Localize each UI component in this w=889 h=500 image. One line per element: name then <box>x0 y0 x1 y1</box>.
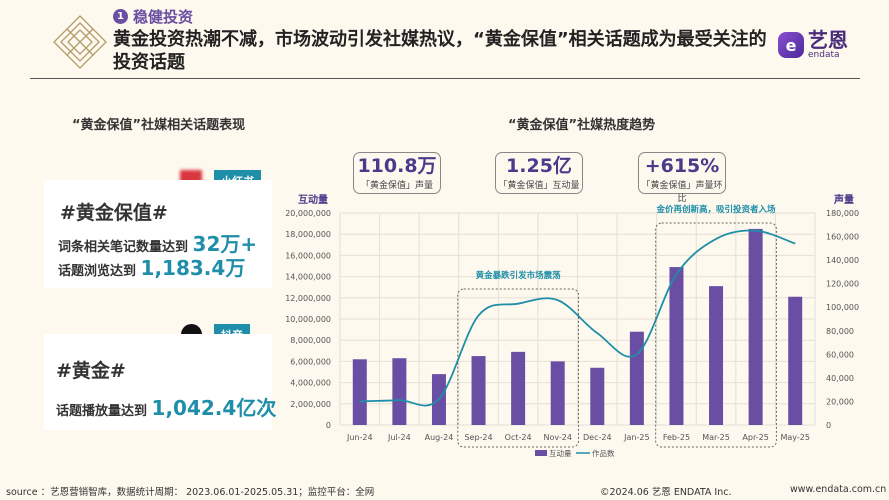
diamond-logo-icon <box>53 15 107 69</box>
annotation-label: 黄金暴跌引发市场震荡 <box>476 270 562 281</box>
stat-value: 32万+ <box>192 232 258 256</box>
x-tick: Apr-25 <box>742 433 768 442</box>
stat-value: 1,183.4万 <box>140 256 246 280</box>
section-label: 1 稳健投资 <box>113 6 193 27</box>
x-tick: Jun-24 <box>346 433 373 442</box>
kpi-growth: +615% 「黄金保值」声量环比 <box>638 152 726 204</box>
y-right-tick: 120,000 <box>826 280 859 289</box>
bar <box>590 367 605 425</box>
annotation-box <box>457 288 579 448</box>
bar <box>550 361 565 425</box>
stat-label: 话题浏览达到 <box>58 264 137 279</box>
kpi-interactions: 1.25亿「黄金保值」互动量 <box>495 152 583 194</box>
logo-en: endata <box>808 50 840 60</box>
legend-label: 作品数 <box>592 448 615 458</box>
bar <box>748 228 763 425</box>
left-title: “黄金保值”社媒相关话题表现 <box>72 118 246 133</box>
stat-label: 词条相关笔记数量达到 <box>58 240 189 255</box>
trend-chart: 0 2,000,000 4,000,000 6,000,000 8,000,000 10,… <box>285 193 859 458</box>
legend-bar-swatch <box>535 450 547 456</box>
x-tick: Mar-25 <box>702 433 730 442</box>
y-right-tick: 180,000 <box>826 209 859 218</box>
y-left-label: 互动量 <box>298 193 328 206</box>
kpi-volume: 110.8万「黄金保值」声量 <box>353 152 441 194</box>
x-tick: Jul-24 <box>387 433 411 442</box>
website: www.endata.com.cn <box>790 484 887 495</box>
bar <box>511 351 526 425</box>
legend-label: 互动量 <box>549 448 572 458</box>
bar <box>788 296 803 425</box>
y-right-tick: 80,000 <box>826 327 854 336</box>
x-tick: Oct-24 <box>505 433 532 442</box>
y-right-tick: 60,000 <box>826 350 854 359</box>
annotation-label: 金价再创新高，吸引投资者入场 <box>656 204 777 215</box>
y-left-tick: 14,000,000 <box>285 273 331 282</box>
topic-card-douyin: #黄金# 话题播放量达到 1,042.4亿次 <box>44 334 276 430</box>
y-right-tick: 20,000 <box>826 397 854 406</box>
y-right-tick: 0 <box>826 421 831 430</box>
kpi-value: +615% <box>644 155 720 177</box>
bar <box>471 356 486 425</box>
topic-card-xiaohongshu: #黄金保值# 词条相关笔记数量达到 32万+ 话题浏览达到 1,183.4万 <box>44 180 272 288</box>
hashtag: #黄金保值# <box>60 202 168 224</box>
y-left-tick: 4,000,000 <box>290 379 331 388</box>
bar <box>709 286 724 425</box>
x-tick: Dec-24 <box>583 433 612 442</box>
y-left-tick: 20,000,000 <box>285 209 331 218</box>
y-left-tick: 6,000,000 <box>290 357 331 366</box>
endata-logo: e 艺恩 endata <box>778 30 848 60</box>
endata-logo-icon: e <box>778 32 804 58</box>
x-tick: Jan-25 <box>623 433 649 442</box>
hashtag: #黄金# <box>56 360 126 382</box>
source-note: source ：艺恩营销智库，数据统计周期： 2023.06.01-2025.0… <box>6 487 375 498</box>
annotation-box <box>655 222 777 448</box>
y-left-tick: 18,000,000 <box>285 230 331 239</box>
divider <box>30 78 860 79</box>
y-left-tick: 2,000,000 <box>290 400 331 409</box>
x-tick: May-25 <box>780 433 809 442</box>
section-number: 1 <box>113 9 128 24</box>
kpi-value: 1.25亿 <box>506 155 572 177</box>
y-left-tick: 16,000,000 <box>285 251 331 260</box>
kpi-value: 110.8万 <box>357 155 437 177</box>
bar <box>392 358 407 425</box>
y-left-tick: 12,000,000 <box>285 294 331 303</box>
x-tick: Feb-25 <box>663 433 690 442</box>
stat-label: 话题播放量达到 <box>56 404 148 419</box>
kpi-label: 「黄金保值」互动量 <box>498 181 580 191</box>
x-tick: Nov-24 <box>543 433 571 442</box>
right-title: “黄金保值”社媒热度趋势 <box>508 118 656 133</box>
kpi-label: 「黄金保值」声量环比 <box>641 181 723 204</box>
bar <box>669 267 684 425</box>
bar <box>629 331 644 425</box>
y-left-tick: 10,000,000 <box>285 315 331 324</box>
logo-cn: 艺恩 <box>808 28 848 52</box>
bar <box>352 359 367 425</box>
stat-value: 1,042.4亿次 <box>151 396 277 420</box>
y-right-tick: 40,000 <box>826 374 854 383</box>
page-title: 黄金投资热潮不减，市场波动引发社媒热议，“黄金保值”相关话题成为最受关注的投资话… <box>113 29 767 73</box>
y-right-tick: 140,000 <box>826 256 859 265</box>
section-title: 稳健投资 <box>133 8 194 26</box>
y-right-tick: 100,000 <box>826 303 859 312</box>
y-left-tick: 8,000,000 <box>290 336 331 345</box>
y-right-label: 声量 <box>833 193 854 206</box>
y-left-tick: 0 <box>326 421 331 430</box>
x-tick: Sep-24 <box>464 433 492 442</box>
kpi-label: 「黄金保值」声量 <box>360 181 433 191</box>
copyright: ©2024.06 艺恩 ENDATA Inc. <box>600 487 732 498</box>
y-right-tick: 160,000 <box>826 233 859 242</box>
x-tick: Aug-24 <box>425 433 454 442</box>
